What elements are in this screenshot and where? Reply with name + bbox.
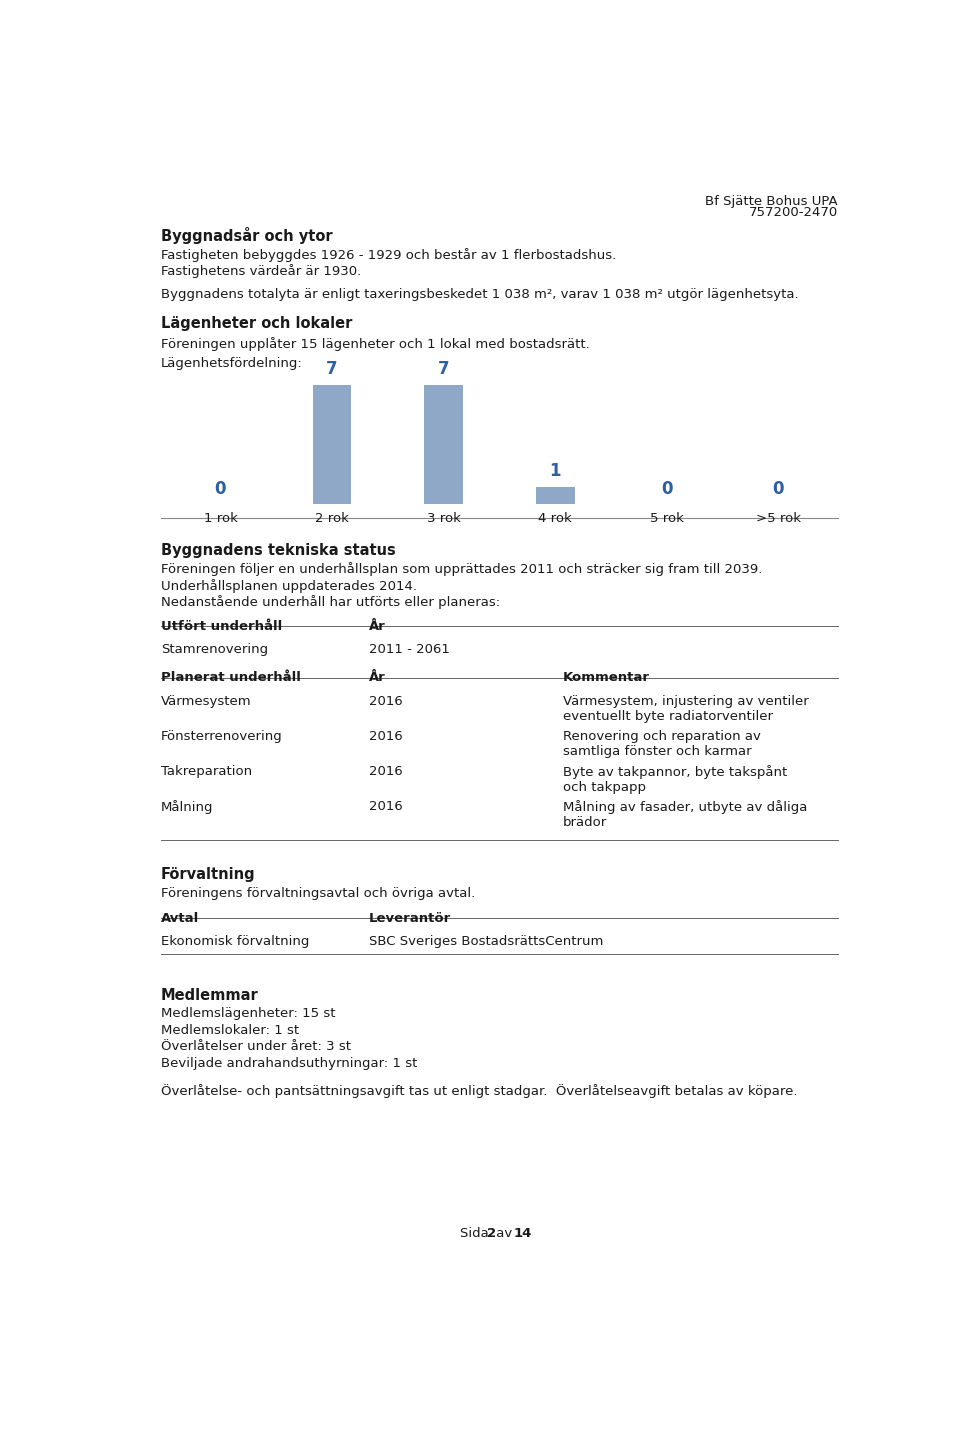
Text: 7: 7 (326, 360, 338, 378)
Text: 2011 - 2061: 2011 - 2061 (370, 644, 450, 656)
Text: eventuellt byte radiatorventiler: eventuellt byte radiatorventiler (563, 711, 773, 724)
Text: Ekonomisk förvaltning: Ekonomisk förvaltning (161, 935, 309, 948)
Text: Beviljade andrahandsuthyrningar: 1 st: Beviljade andrahandsuthyrningar: 1 st (161, 1057, 418, 1070)
Text: Fastigheten bebyggdes 1926 - 1929 och består av 1 flerbostadshus.: Fastigheten bebyggdes 1926 - 1929 och be… (161, 247, 616, 262)
Text: Föreningen upplåter 15 lägenheter och 1 lokal med bostadsrätt.: Föreningen upplåter 15 lägenheter och 1 … (161, 337, 589, 350)
Text: Kommentar: Kommentar (563, 672, 650, 685)
Text: Överlåtelse- och pantsättningsavgift tas ut enligt stadgar.  Överlåtelseavgift b: Överlåtelse- och pantsättningsavgift tas… (161, 1084, 798, 1098)
Text: 2 rok: 2 rok (315, 512, 349, 525)
Text: 2016: 2016 (370, 695, 403, 708)
Text: Medlemmar: Medlemmar (161, 988, 258, 1002)
Text: 2: 2 (487, 1227, 495, 1240)
Text: och takpapp: och takpapp (563, 781, 646, 794)
Text: 14: 14 (514, 1227, 532, 1240)
Text: 0: 0 (215, 480, 227, 498)
Text: 1: 1 (549, 462, 561, 480)
Text: Byggnadens totalyta är enligt taxeringsbeskedet 1 038 m², varav 1 038 m² utgör l: Byggnadens totalyta är enligt taxeringsb… (161, 289, 799, 302)
Text: Underhållsplanen uppdaterades 2014.: Underhållsplanen uppdaterades 2014. (161, 579, 417, 593)
Text: Bf Sjätte Bohus UPA: Bf Sjätte Bohus UPA (706, 194, 838, 207)
Text: 0: 0 (661, 480, 673, 498)
Text: Lägenhetsfördelning:: Lägenhetsfördelning: (161, 356, 302, 369)
Text: Föreningens förvaltningsavtal och övriga avtal.: Föreningens förvaltningsavtal och övriga… (161, 888, 475, 901)
Text: Byte av takpannor, byte takspånt: Byte av takpannor, byte takspånt (563, 765, 787, 779)
Text: Värmesystem, injustering av ventiler: Värmesystem, injustering av ventiler (563, 695, 808, 708)
Text: Lägenheter och lokaler: Lägenheter och lokaler (161, 316, 352, 330)
Bar (536, 486, 575, 503)
Text: Avtal: Avtal (161, 911, 199, 925)
Text: Leverantör: Leverantör (370, 911, 451, 925)
Text: Stamrenovering: Stamrenovering (161, 644, 268, 656)
Text: Byggnadsår och ytor: Byggnadsår och ytor (161, 226, 332, 243)
Text: Renovering och reparation av: Renovering och reparation av (563, 729, 760, 742)
Text: Överlåtelser under året: 3 st: Överlåtelser under året: 3 st (161, 1041, 351, 1054)
Text: Förvaltning: Förvaltning (161, 868, 255, 882)
Text: 2016: 2016 (370, 765, 403, 778)
Text: 3 rok: 3 rok (426, 512, 461, 525)
Text: >5 rok: >5 rok (756, 512, 801, 525)
Text: Takreparation: Takreparation (161, 765, 252, 778)
Text: Fönsterrenovering: Fönsterrenovering (161, 729, 282, 742)
Text: brädor: brädor (563, 815, 607, 829)
Text: Utfört underhåll: Utfört underhåll (161, 619, 282, 632)
Text: 0: 0 (773, 480, 784, 498)
Text: Byggnadens tekniska status: Byggnadens tekniska status (161, 542, 396, 558)
Text: Målning: Målning (161, 801, 213, 814)
Bar (313, 385, 351, 503)
Text: 2016: 2016 (370, 729, 403, 742)
Text: 757200-2470: 757200-2470 (749, 206, 838, 219)
Text: Målning av fasader, utbyte av dåliga: Målning av fasader, utbyte av dåliga (563, 801, 807, 814)
Text: Planerat underhåll: Planerat underhåll (161, 672, 300, 685)
Text: 4 rok: 4 rok (539, 512, 572, 525)
Text: 7: 7 (438, 360, 449, 378)
Text: SBC Sveriges BostadsrättsCentrum: SBC Sveriges BostadsrättsCentrum (370, 935, 604, 948)
Text: Fastighetens värdeår är 1930.: Fastighetens värdeår är 1930. (161, 265, 361, 277)
Text: Medlemslägenheter: 15 st: Medlemslägenheter: 15 st (161, 1007, 335, 1021)
Text: samtliga fönster och karmar: samtliga fönster och karmar (563, 745, 752, 758)
Text: 2016: 2016 (370, 801, 403, 814)
Text: År: År (370, 672, 386, 685)
Text: Föreningen följer en underhållsplan som upprättades 2011 och sträcker sig fram t: Föreningen följer en underhållsplan som … (161, 562, 762, 576)
Text: Medlemslokaler: 1 st: Medlemslokaler: 1 st (161, 1024, 300, 1037)
Text: av: av (492, 1227, 516, 1240)
Bar (424, 385, 463, 503)
Text: Värmesystem: Värmesystem (161, 695, 252, 708)
Text: Nedanstående underhåll har utförts eller planeras:: Nedanstående underhåll har utförts eller… (161, 595, 500, 609)
Text: Sida: Sida (460, 1227, 492, 1240)
Text: 5 rok: 5 rok (650, 512, 684, 525)
Text: År: År (370, 619, 386, 632)
Text: 1 rok: 1 rok (204, 512, 237, 525)
